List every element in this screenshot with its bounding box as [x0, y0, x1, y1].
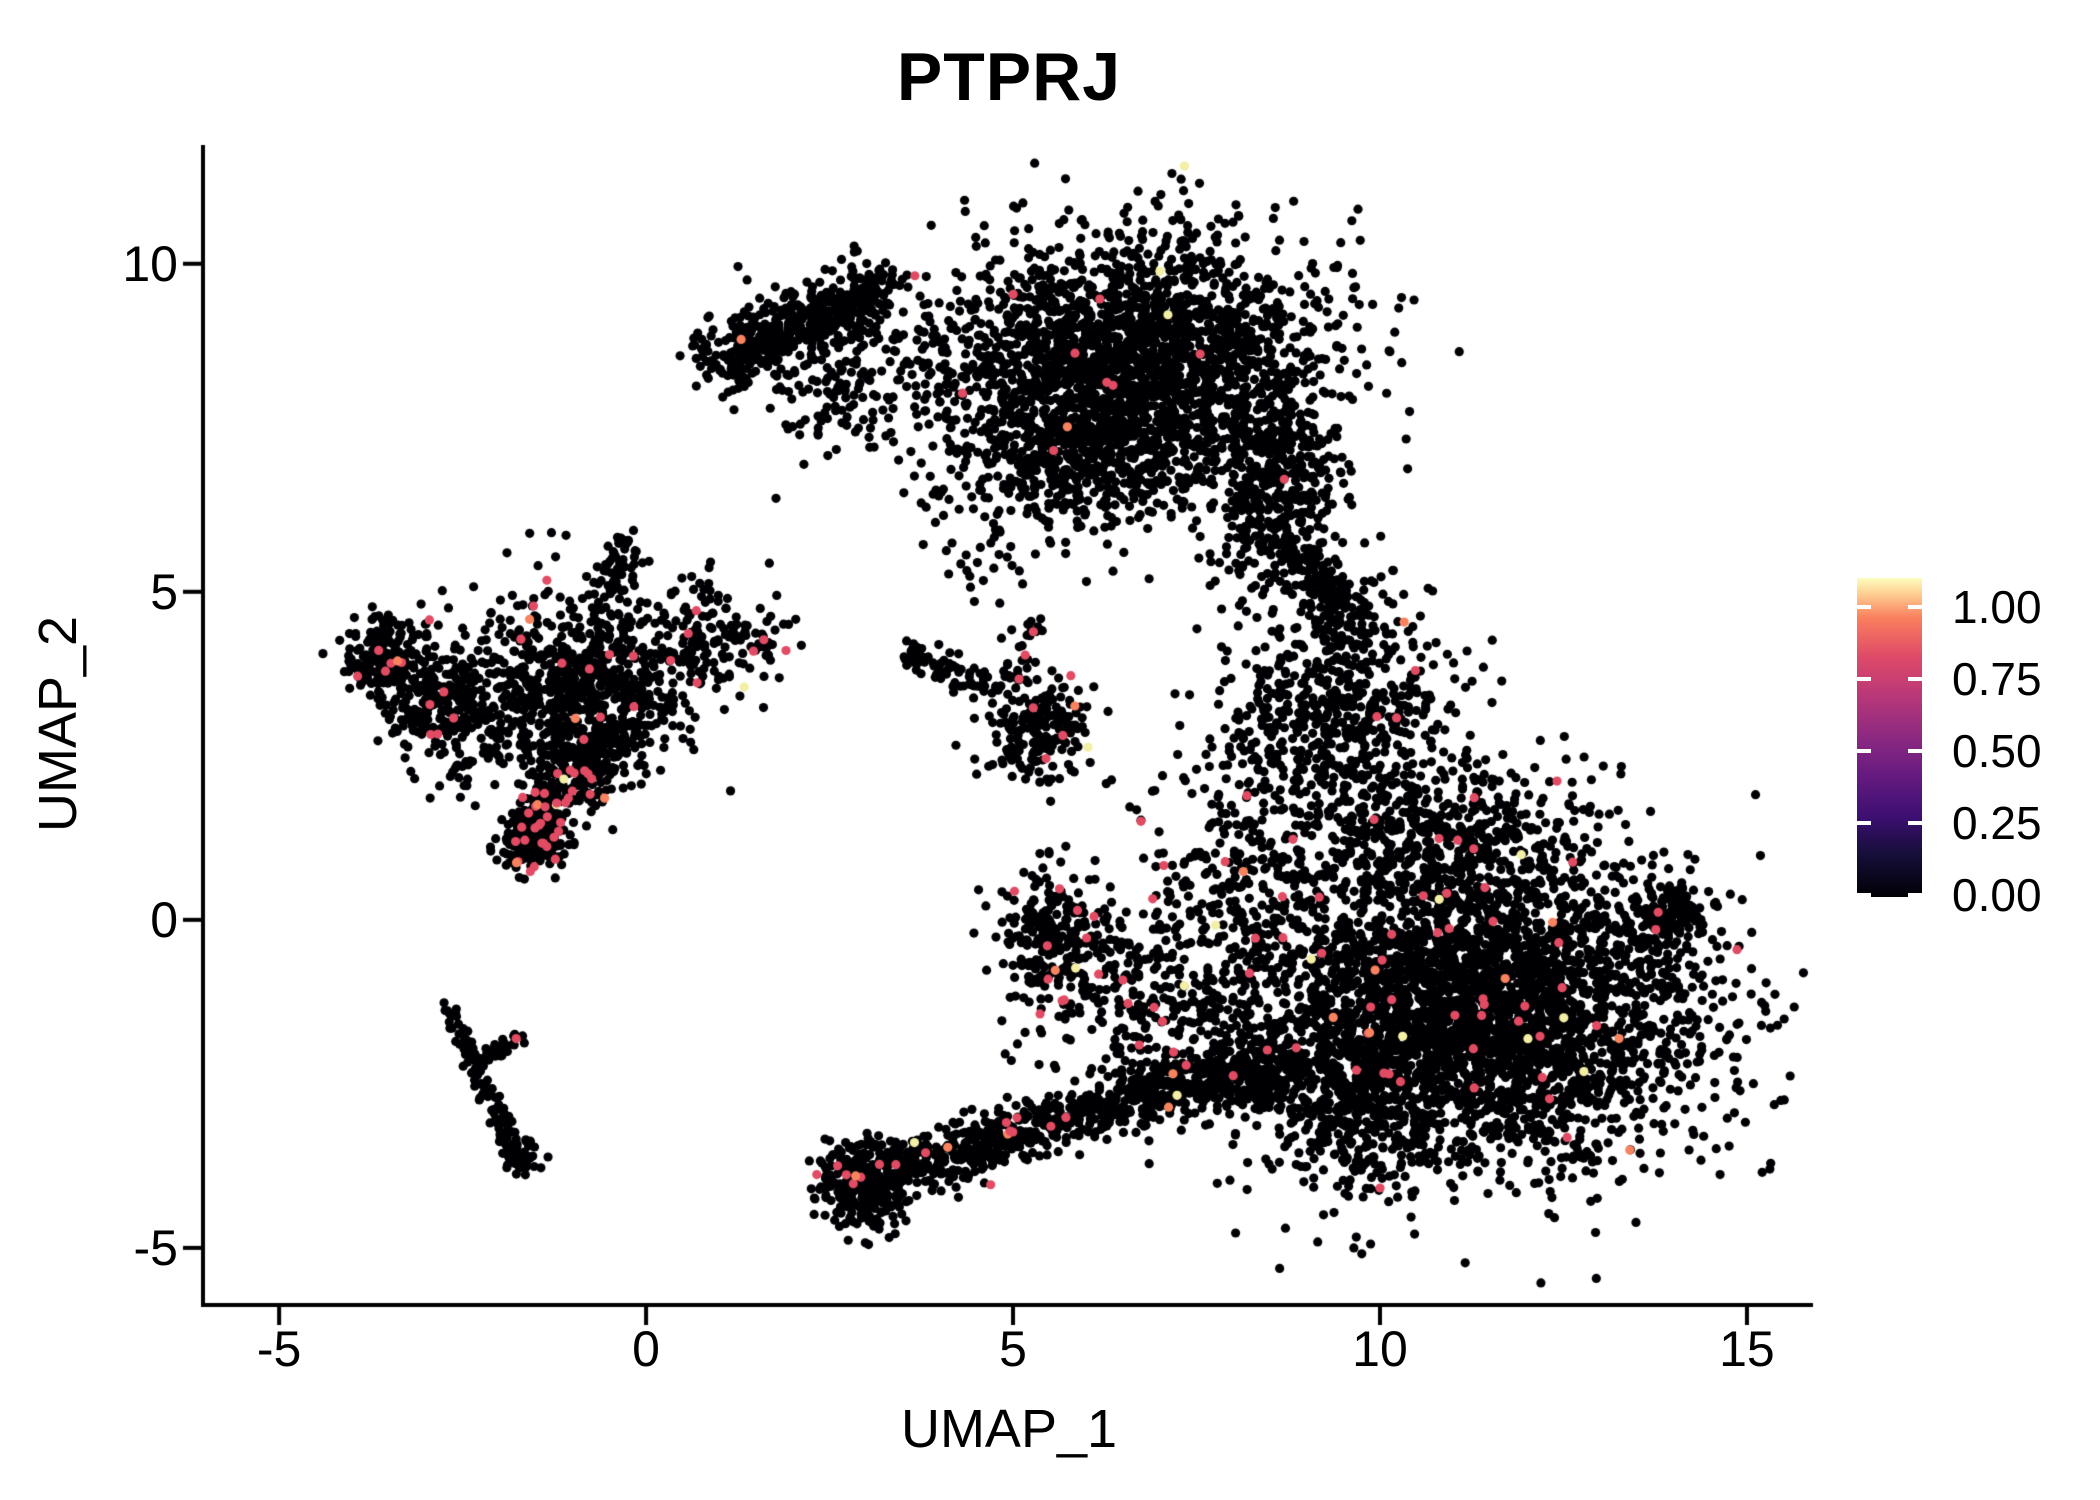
x-tick-label: 10 [1352, 1321, 1408, 1377]
colorbar-tick [1857, 677, 1871, 681]
colorbar-label: 0.75 [1952, 653, 2042, 705]
colorbar-label: 0.00 [1952, 869, 2042, 921]
colorbar-tick [1908, 893, 1922, 897]
colorbar-gradient [1857, 578, 1922, 897]
colorbar-tick [1908, 821, 1922, 825]
y-tick-label: 10 [122, 235, 178, 292]
y-tick-label: -5 [133, 1219, 178, 1276]
x-tick-label: 5 [999, 1321, 1027, 1377]
y-tick-label: 0 [150, 891, 178, 948]
colorbar-label: 0.25 [1952, 797, 2042, 849]
colorbar-tick [1908, 605, 1922, 609]
colorbar-label: 1.00 [1952, 581, 2042, 633]
y-axis-label: UMAP_2 [28, 615, 88, 833]
colorbar-tick [1857, 893, 1871, 897]
x-tick-label: 15 [1719, 1321, 1775, 1377]
colorbar-tick [1908, 677, 1922, 681]
colorbar-tick [1857, 821, 1871, 825]
x-tick-label: -5 [256, 1321, 302, 1377]
x-axis-label: UMAP_1 [900, 1399, 1118, 1459]
colorbar-tick [1908, 749, 1922, 753]
plot-title: PTPRJ [896, 39, 1122, 115]
colorbar-label: 0.50 [1952, 725, 2042, 777]
colorbar-tick [1857, 749, 1871, 753]
colorbar-tick [1857, 605, 1871, 609]
x-tick-label: 0 [632, 1321, 660, 1377]
y-tick-label: 5 [150, 563, 178, 620]
